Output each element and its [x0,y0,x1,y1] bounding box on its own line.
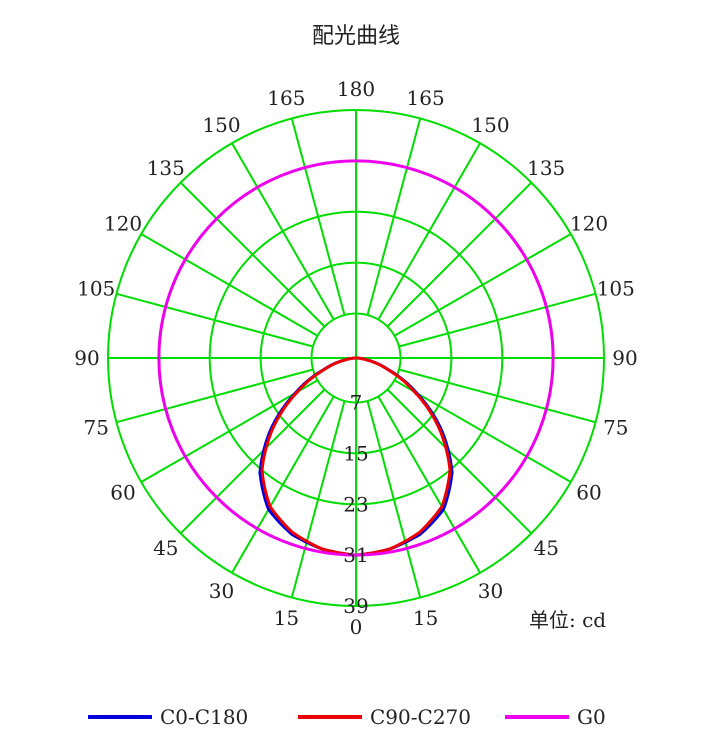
grid-spoke [140,233,318,337]
angle-label: 30 [478,579,503,603]
curves [157,159,555,557]
grid-spoke [290,118,346,316]
legend-label: C0-C180 [160,705,248,729]
angle-label: 135 [147,156,185,180]
grid-spoke [179,388,326,535]
ring-label: 7 [350,391,363,415]
grid-spoke [386,388,533,535]
ring-labels: 7 15 23 31 39 [343,391,368,619]
grid-spoke [366,118,422,316]
angle-label: 30 [209,579,234,603]
legend-label: G0 [577,705,606,729]
angle-label: 75 [603,416,628,440]
legend-label: C90-C270 [370,705,471,729]
ring-label: 15 [343,441,368,465]
angle-labels: 0 15 30 45 60 75 90 105 120 135 150 165 15 30 45 60 75 90… [74,77,637,639]
angle-label: 90 [74,346,99,370]
chart-title: 配光曲线 [312,24,400,49]
angle-label: 105 [597,276,635,300]
angle-label: 90 [612,346,637,370]
angle-label: 0 [350,615,363,639]
grid-spoke [140,379,318,483]
angle-label: 105 [77,276,115,300]
angle-label: 150 [202,113,240,137]
angle-label: 165 [407,86,445,110]
angle-label: 15 [274,606,299,630]
angle-label: 75 [83,416,108,440]
grid-spoke [377,396,481,574]
ring-label: 23 [343,492,368,516]
grid-spoke [231,142,335,320]
grid-spoke [116,292,314,348]
grid-spoke [398,368,596,424]
grid-spoke [398,292,596,348]
grid-spoke [377,142,481,320]
angle-label: 60 [110,481,135,505]
grid-spoke [231,396,335,574]
angle-label: 60 [576,481,601,505]
angle-label: 45 [153,536,178,560]
angle-label: 180 [337,77,375,101]
series-curve [157,159,555,557]
grid-spoke [366,400,422,598]
angle-label: 15 [413,606,438,630]
angle-label: 120 [104,212,142,236]
angle-label: 120 [570,212,608,236]
ring-label: 39 [343,594,368,618]
angle-label: 45 [533,536,558,560]
grid-spoke [179,181,326,328]
angle-label: 150 [471,113,509,137]
legend: C0-C180 C90-C270 G0 [88,705,606,729]
angle-label: 165 [267,86,305,110]
grid-spoke [290,400,346,598]
grid-spoke [386,181,533,328]
grid-spoke [394,233,572,337]
unit-label: 单位: cd [529,608,606,632]
grid-spoke [116,368,314,424]
ring-label: 31 [343,543,368,567]
angle-label: 135 [527,156,565,180]
grid-spoke [394,379,572,483]
